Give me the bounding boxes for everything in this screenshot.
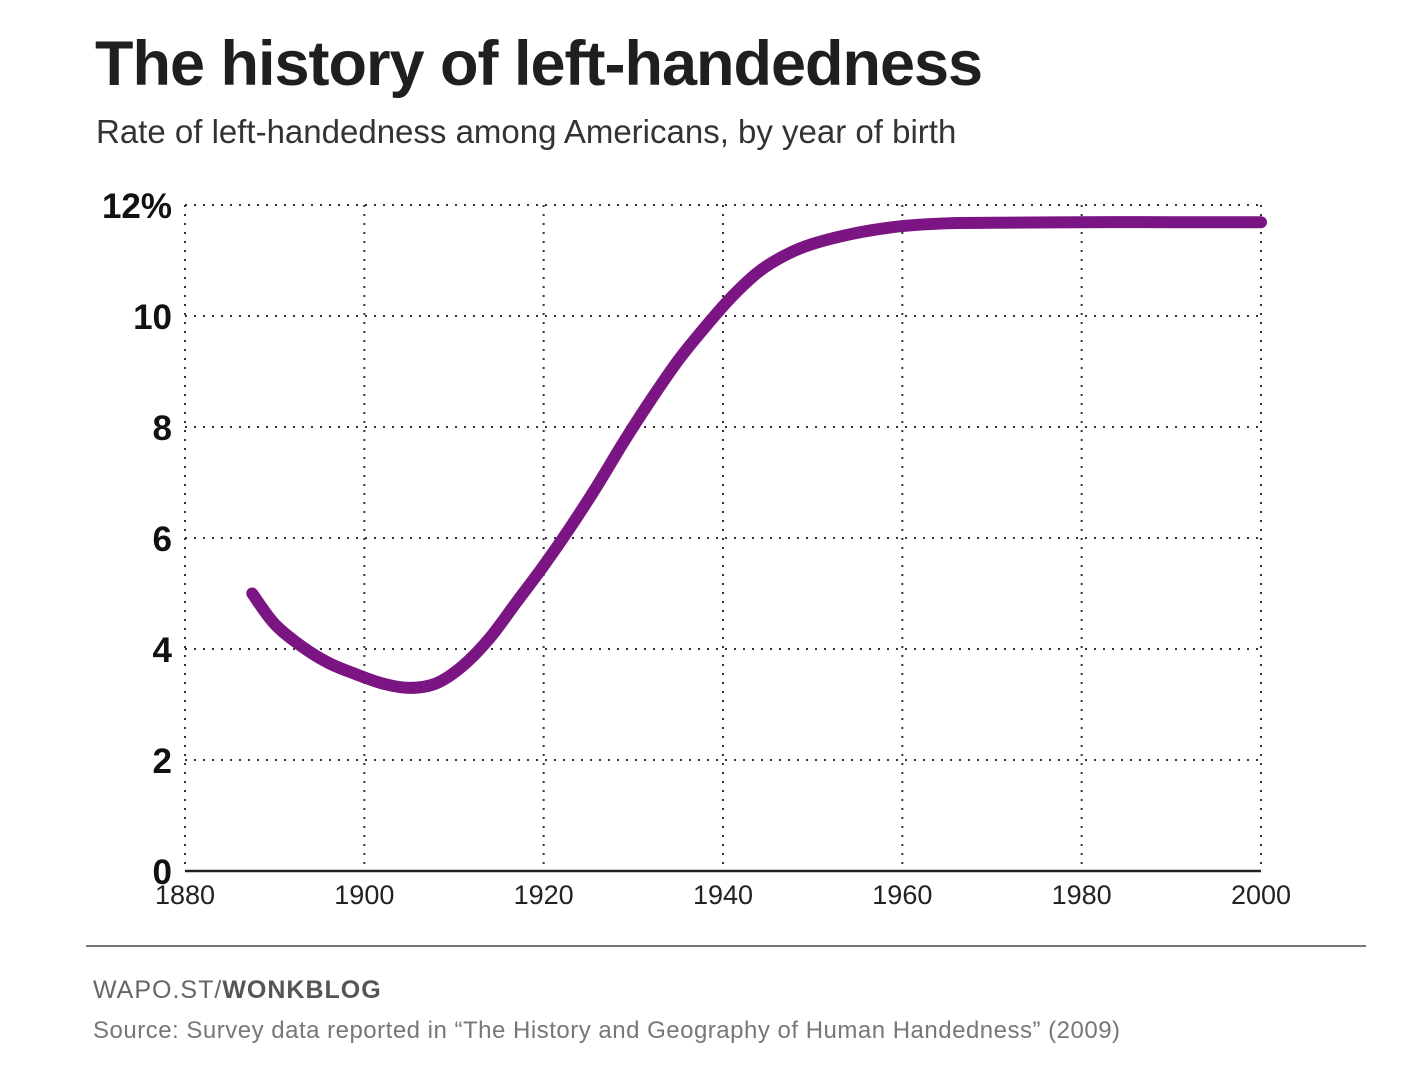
- credit-prefix: WAPO.ST/: [93, 976, 223, 1004]
- y-tick-label: 8: [153, 409, 172, 448]
- y-tick-label: 4: [153, 631, 173, 670]
- axis-layer: 0 2 4 6 8 10 12% 1880 1900 1920 1940 1960 1980 2000: [102, 187, 1291, 910]
- x-tick-label: 1880: [155, 880, 215, 910]
- series-line: [246, 216, 1267, 694]
- x-tick-label: 2000: [1231, 880, 1291, 910]
- x-tick-label: 1900: [334, 880, 394, 910]
- x-tick-label: 1940: [693, 880, 753, 910]
- x-tick-label: 1960: [872, 880, 932, 910]
- y-tick-label: 2: [153, 742, 172, 781]
- credit-line: WAPO.ST/WONKBLOG: [93, 976, 382, 1005]
- chart-subtitle: Rate of left-handedness among Americans,…: [96, 113, 957, 150]
- y-tick-label: 0: [153, 853, 172, 892]
- line-chart: 0 2 4 6 8 10 12% 1880 1900 1920 1940 1960 1980 2000: [102, 187, 1291, 910]
- y-tick-label: 10: [133, 298, 172, 337]
- series-layer: [246, 216, 1267, 694]
- grid-layer: [184, 204, 1262, 871]
- y-tick-label: 6: [153, 520, 172, 559]
- x-tick-label: 1980: [1052, 880, 1112, 910]
- source-note: Source: Survey data reported in “The His…: [93, 1017, 1121, 1044]
- y-tick-label: 12%: [102, 187, 172, 226]
- credit-brand: WONKBLOG: [222, 976, 382, 1004]
- x-tick-label: 1920: [514, 880, 574, 910]
- chart-title: The history of left-handedness: [95, 29, 983, 99]
- footer-divider: [86, 945, 1366, 947]
